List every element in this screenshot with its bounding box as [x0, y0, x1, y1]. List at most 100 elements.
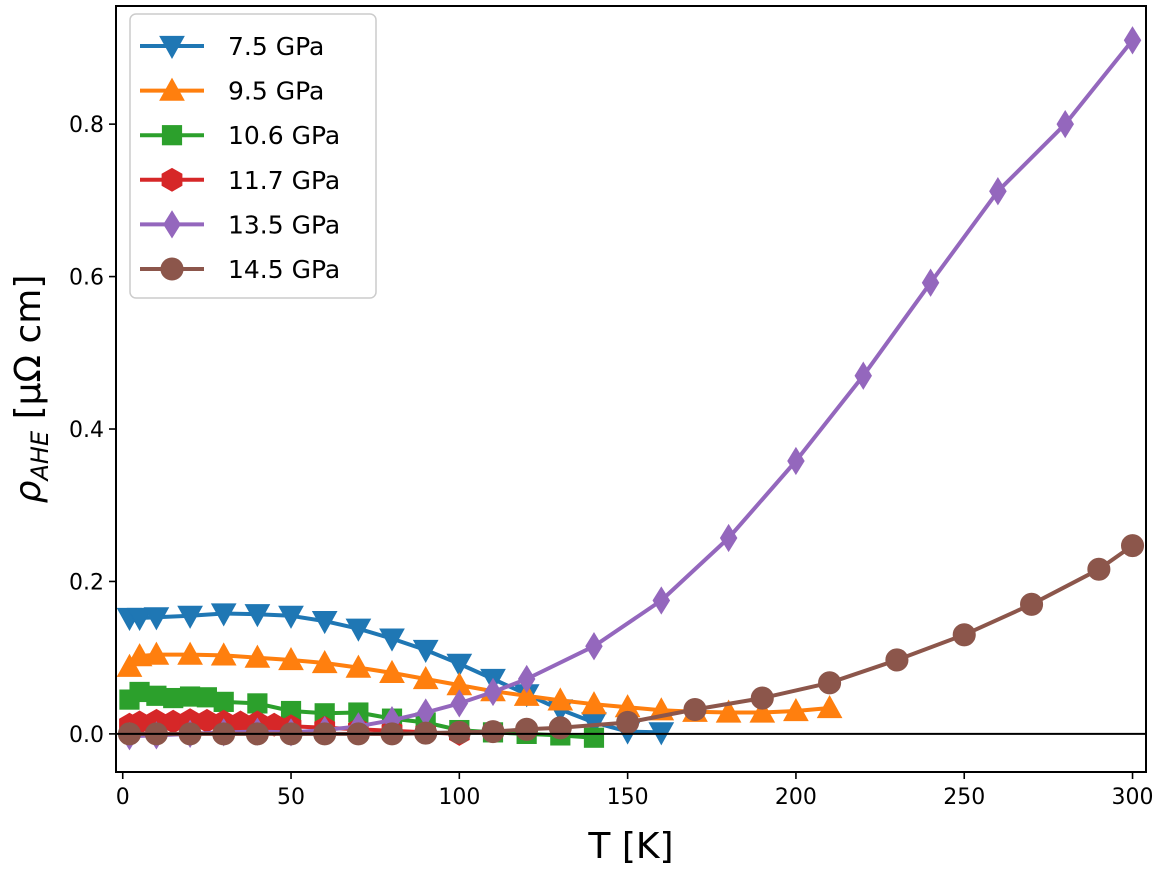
- x-axis-title: T [K]: [587, 826, 673, 867]
- x-tick-label: 50: [277, 785, 305, 810]
- data-point: [484, 677, 502, 707]
- legend-item: 14.5 GPa: [140, 255, 340, 284]
- data-point: [1020, 592, 1044, 616]
- x-tick-label: 200: [775, 785, 817, 810]
- data-point: [1087, 557, 1111, 581]
- data-point: [1056, 109, 1074, 139]
- data-point: [247, 693, 268, 714]
- legend-marker: [161, 125, 183, 146]
- y-tick-label: 0.0: [69, 723, 104, 748]
- legend-marker: [163, 210, 181, 239]
- data-point: [715, 699, 742, 723]
- data-point: [311, 611, 338, 635]
- data-point: [311, 649, 338, 674]
- legend-marker: [159, 77, 185, 101]
- x-tick-label: 150: [607, 785, 649, 810]
- data-point: [517, 664, 536, 694]
- y-axis-title: ρAHE [μΩ cm]: [8, 275, 54, 504]
- y-tick-label: 0.6: [69, 266, 104, 291]
- legend-marker: [161, 167, 183, 192]
- data-point: [126, 643, 153, 667]
- data-point: [213, 691, 234, 712]
- data-point: [163, 687, 184, 709]
- data-point: [952, 623, 976, 647]
- ticks-layer: 0 50 100 150 200 250 300 0.0 0.2 0.4 0.6 0.8: [69, 113, 1154, 810]
- data-point: [446, 653, 473, 677]
- legend-label: 14.5 GPa: [228, 255, 340, 284]
- data-point: [989, 177, 1007, 206]
- data-point: [921, 268, 940, 297]
- data-point: [750, 686, 774, 710]
- data-point: [816, 694, 843, 719]
- legend-item: 11.7 GPa: [140, 166, 340, 195]
- data-point: [379, 628, 405, 652]
- data-point: [126, 607, 153, 632]
- data-point: [513, 682, 540, 706]
- data-point: [481, 720, 505, 744]
- data-point: [177, 641, 203, 665]
- data-point: [412, 639, 439, 664]
- data-point: [583, 727, 605, 748]
- data-point: [547, 687, 574, 711]
- x-tick-label: 300: [1112, 785, 1154, 810]
- data-point: [345, 618, 372, 642]
- legend-item: 13.5 GPa: [140, 210, 340, 239]
- data-point: [278, 646, 304, 671]
- data-point: [345, 654, 372, 678]
- data-point: [244, 644, 271, 668]
- legend-marker: [160, 257, 184, 281]
- data-point: [146, 685, 167, 706]
- plot-frame: [115, 5, 1147, 773]
- data-point: [719, 523, 738, 553]
- data-point: [210, 642, 237, 666]
- data-point: [143, 607, 170, 631]
- data-point: [783, 697, 809, 722]
- legend-item: 9.5 GPa: [140, 77, 324, 106]
- data-point: [683, 697, 707, 722]
- series-7-5-gpa: [116, 603, 675, 746]
- legend-label: 9.5 GPa: [228, 77, 324, 106]
- y-tick-label: 0.4: [69, 418, 104, 443]
- data-point: [244, 604, 271, 628]
- data-point: [379, 659, 405, 683]
- data-point: [177, 605, 203, 629]
- y-axis-title-main: ρ: [8, 480, 49, 503]
- data-point: [450, 689, 469, 718]
- data-point: [652, 586, 671, 615]
- data-point: [129, 681, 150, 703]
- legend-label: 7.5 GPa: [228, 32, 324, 61]
- legend-label: 13.5 GPa: [228, 210, 340, 239]
- data-point: [1120, 534, 1145, 558]
- data-point: [548, 716, 572, 740]
- legend-item: 10.6 GPa: [140, 121, 340, 150]
- legend-box: [129, 13, 377, 299]
- data-point: [787, 446, 805, 476]
- x-tick-label: 250: [943, 785, 985, 810]
- series-layer: [116, 26, 1145, 751]
- legend: 7.5 GPa 9.5 GPa 10.6 GPa 11.7 GPa 13.5 GPa 14…: [129, 13, 377, 299]
- data-point: [278, 605, 304, 629]
- data-point: [412, 665, 439, 690]
- data-point: [143, 641, 170, 665]
- data-point: [749, 699, 776, 723]
- legend-marker: [159, 35, 185, 60]
- data-point: [616, 710, 640, 734]
- data-point: [885, 648, 909, 672]
- y-tick-label: 0.2: [69, 570, 104, 595]
- series-14-5-gpa: [117, 534, 1145, 746]
- data-point: [585, 632, 603, 661]
- data-point: [515, 717, 539, 741]
- legend-label: 10.6 GPa: [228, 121, 340, 150]
- x-tick-label: 0: [116, 785, 130, 810]
- data-point: [1123, 26, 1142, 55]
- data-point: [581, 691, 607, 715]
- y-tick-label: 0.8: [69, 113, 104, 138]
- y-axis-title-sub: AHE: [26, 430, 54, 482]
- data-point: [854, 361, 872, 390]
- legend-item: 7.5 GPa: [140, 32, 324, 61]
- x-tick-label: 100: [438, 785, 480, 810]
- y-axis-title-units: [μΩ cm]: [8, 275, 49, 431]
- data-point: [447, 720, 471, 744]
- data-point: [818, 671, 842, 695]
